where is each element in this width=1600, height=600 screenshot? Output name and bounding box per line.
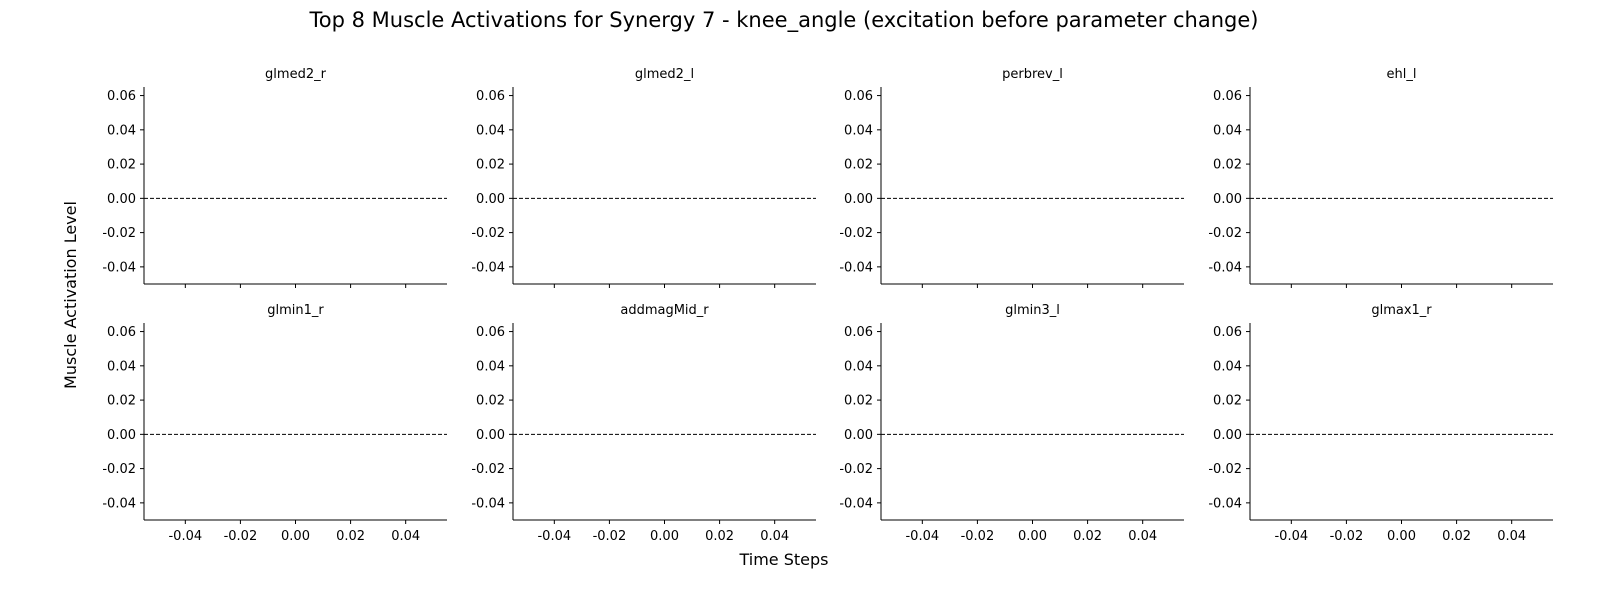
y-tick-label: -0.02	[102, 226, 136, 241]
y-tick-label: 0.04	[476, 359, 505, 374]
x-tick-label: -0.04	[1274, 529, 1308, 544]
x-tick-label: 0.02	[1073, 529, 1102, 544]
subplot-grid: glmed2_r0.060.040.020.00-0.02-0.04glmed2…	[102, 67, 1553, 544]
x-tick-label: -0.02	[224, 529, 258, 544]
y-tick-label: 0.06	[1213, 89, 1242, 104]
x-tick-label: -0.02	[1330, 529, 1364, 544]
y-tick-label: 0.02	[1213, 394, 1242, 409]
x-tick-label: 0.04	[1128, 529, 1157, 544]
y-tick-label: 0.02	[107, 158, 136, 173]
y-tick-label: 0.02	[476, 394, 505, 409]
x-tick-label: 0.02	[336, 529, 365, 544]
y-tick-label: -0.04	[102, 260, 136, 275]
y-tick-label: 0.00	[107, 428, 136, 443]
y-tick-label: 0.06	[1213, 325, 1242, 340]
y-tick-label: 0.00	[1213, 428, 1242, 443]
y-tick-label: -0.04	[839, 496, 873, 511]
y-tick-label: 0.06	[107, 89, 136, 104]
y-tick-label: -0.04	[471, 496, 505, 511]
y-tick-label: -0.02	[102, 462, 136, 477]
subplot-title: ehl_l	[1387, 67, 1417, 82]
x-tick-label: -0.04	[905, 529, 939, 544]
y-tick-label: 0.02	[844, 158, 873, 173]
figure-title: Top 8 Muscle Activations for Synergy 7 -…	[309, 8, 1259, 33]
subplot: perbrev_l 0.06 0.04 0.02 0.00 -0.02 -0.04	[839, 67, 1184, 288]
x-tick-label: 0.04	[1497, 529, 1526, 544]
subplot-title: glmed2_l	[635, 67, 694, 82]
y-tick-label: 0.04	[844, 359, 873, 374]
x-axis-label: Time Steps	[738, 550, 828, 569]
x-tick-label: 0.00	[650, 529, 679, 544]
y-tick-label: 0.00	[844, 428, 873, 443]
subplot-title: glmin1_r	[267, 303, 324, 318]
y-tick-label: -0.02	[839, 226, 873, 241]
y-tick-label: 0.02	[1213, 158, 1242, 173]
y-tick-label: 0.04	[1213, 359, 1242, 374]
y-tick-label: 0.06	[844, 325, 873, 340]
subplot: glmed2_l 0.06 0.04 0.02 0.00 -0.02 -0.04	[471, 67, 816, 288]
subplot: glmin3_l 0.06 0.04 0.02 0.00 -0.02 -0.04 -0.04 -…	[839, 303, 1184, 544]
x-tick-label: 0.04	[391, 529, 420, 544]
y-tick-label: 0.06	[844, 89, 873, 104]
y-tick-label: 0.00	[476, 192, 505, 207]
y-tick-label: -0.04	[1208, 496, 1242, 511]
y-tick-label: -0.02	[471, 462, 505, 477]
y-tick-label: 0.04	[476, 123, 505, 138]
y-tick-label: 0.02	[107, 394, 136, 409]
subplot: ehl_l 0.06 0.04 0.02 0.00 -0.02 -0.04	[1208, 67, 1553, 288]
y-tick-label: -0.02	[839, 462, 873, 477]
y-tick-label: 0.04	[844, 123, 873, 138]
subplot: glmed2_r 0.06 0.04 0.02 0.00 -0.02 -0.04	[102, 67, 447, 288]
subplot-title: glmed2_r	[265, 67, 327, 82]
x-tick-label: 0.04	[760, 529, 789, 544]
y-tick-label: 0.00	[107, 192, 136, 207]
y-tick-label: 0.00	[1213, 192, 1242, 207]
subplot-title: glmin3_l	[1005, 303, 1060, 318]
x-tick-label: -0.02	[961, 529, 995, 544]
y-tick-label: 0.04	[107, 359, 136, 374]
y-tick-label: -0.02	[1208, 462, 1242, 477]
x-tick-label: -0.04	[537, 529, 571, 544]
x-tick-label: 0.00	[1387, 529, 1416, 544]
y-tick-label: -0.04	[102, 496, 136, 511]
y-tick-label: 0.06	[476, 89, 505, 104]
subplot-title: addmagMid_r	[620, 303, 709, 318]
y-tick-label: -0.04	[1208, 260, 1242, 275]
y-tick-label: 0.00	[476, 428, 505, 443]
y-axis-label: Muscle Activation Level	[61, 201, 80, 389]
x-tick-label: 0.00	[281, 529, 310, 544]
y-tick-label: 0.04	[1213, 123, 1242, 138]
y-tick-label: -0.02	[471, 226, 505, 241]
y-tick-label: 0.06	[476, 325, 505, 340]
y-tick-label: -0.04	[839, 260, 873, 275]
x-tick-label: 0.02	[1442, 529, 1471, 544]
y-tick-label: 0.02	[476, 158, 505, 173]
subplot: glmin1_r 0.06 0.04 0.02 0.00 -0.02 -0.04 -0.04 -…	[102, 303, 447, 544]
subplot-title: glmax1_r	[1371, 303, 1432, 318]
x-tick-label: -0.02	[593, 529, 627, 544]
y-tick-label: 0.06	[107, 325, 136, 340]
x-tick-label: -0.04	[168, 529, 202, 544]
subplot-title: perbrev_l	[1002, 67, 1063, 82]
y-tick-label: 0.04	[107, 123, 136, 138]
y-tick-label: -0.02	[1208, 226, 1242, 241]
y-tick-label: -0.04	[471, 260, 505, 275]
y-tick-label: 0.00	[844, 192, 873, 207]
y-tick-label: 0.02	[844, 394, 873, 409]
x-tick-label: 0.02	[705, 529, 734, 544]
x-tick-label: 0.00	[1018, 529, 1047, 544]
subplot: addmagMid_r 0.06 0.04 0.02 0.00 -0.02 -0.04 -0.…	[471, 303, 816, 544]
subplot: glmax1_r 0.06 0.04 0.02 0.00 -0.02 -0.04 -0.04 -…	[1208, 303, 1553, 544]
